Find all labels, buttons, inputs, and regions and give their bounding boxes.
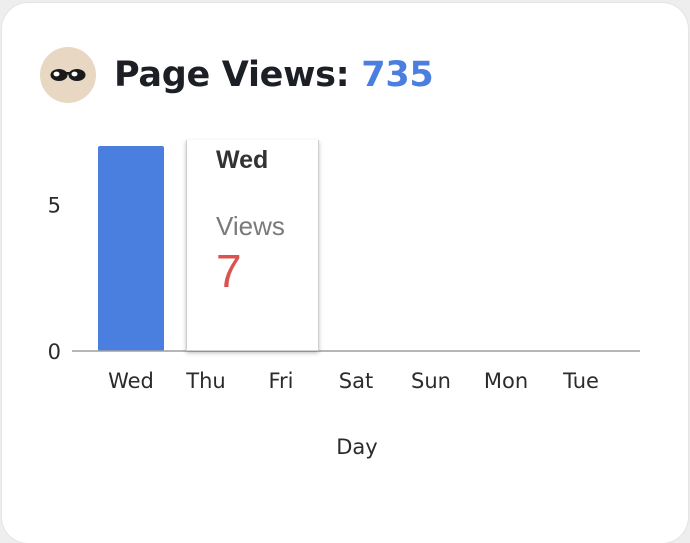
y-tick-label-0: 0 bbox=[48, 340, 61, 364]
y-tick-label-5: 5 bbox=[48, 194, 61, 218]
tooltip-label: Views bbox=[216, 211, 285, 241]
x-tick-label-tue: Tue bbox=[562, 369, 599, 393]
title-label: Page Views: bbox=[114, 55, 350, 95]
tooltip-date: Wed bbox=[216, 146, 269, 174]
card-header: Page Views: 735 bbox=[40, 46, 434, 104]
page-title: Page Views: 735 bbox=[114, 55, 434, 95]
total-views-value: 735 bbox=[361, 55, 434, 95]
bar-wed[interactable] bbox=[98, 146, 164, 351]
x-tick-label-fri: Fri bbox=[268, 369, 293, 393]
tooltip-value: 7 bbox=[216, 245, 242, 297]
sunglasses-emoji-icon bbox=[40, 47, 96, 103]
bar-chart: Wed Thu Fri Sat Sun Mon Tue 0 5 Day bbox=[48, 146, 640, 459]
x-tick-label-thu: Thu bbox=[185, 369, 225, 393]
x-tick-label-sat: Sat bbox=[339, 369, 373, 393]
x-tick-label-mon: Mon bbox=[484, 369, 528, 393]
x-tick-label-sun: Sun bbox=[411, 369, 451, 393]
x-tick-label-wed: Wed bbox=[108, 369, 154, 393]
x-axis-title: Day bbox=[336, 435, 377, 459]
chart-tooltip: Wed Views 7 bbox=[186, 140, 319, 351]
